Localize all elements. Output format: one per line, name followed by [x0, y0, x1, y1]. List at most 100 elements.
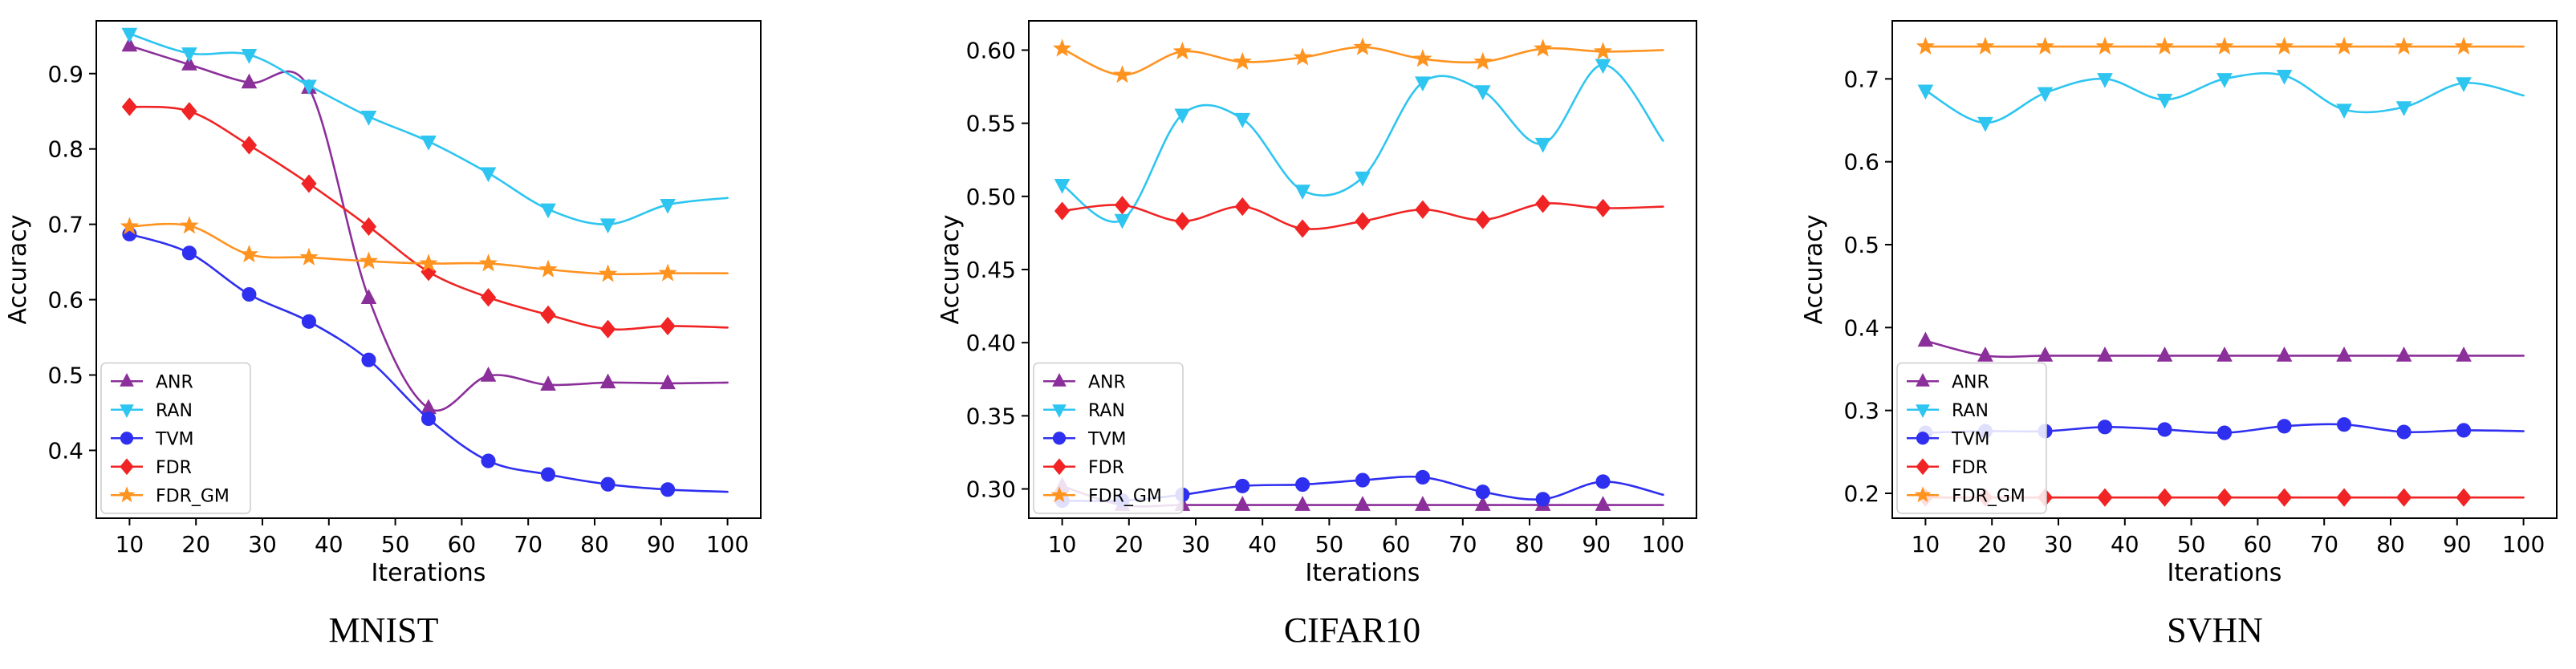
svhn-series-fdr-point: [2336, 488, 2352, 507]
mnist-legend-box: [100, 362, 251, 514]
mnist-series-anr-line: [128, 44, 729, 412]
svhn-series-anr-point: [2037, 347, 2054, 362]
svhn-x-tick-label: 40: [2111, 531, 2139, 558]
mnist-series-tvm-point: [660, 482, 676, 497]
cifar10-series-fdr-gm-point: [1052, 39, 1072, 57]
cifar10-series-fdr-gm-point: [1233, 51, 1252, 70]
cifar10-series-anr-point: [1595, 496, 1611, 511]
cifar10-y-tick-label: 0.35: [966, 403, 1016, 429]
cifar10-series-ran-point: [1355, 171, 1371, 187]
mnist-series-anr-point: [360, 289, 377, 304]
svhn-series-fdr-point: [2395, 488, 2412, 507]
mnist-series-ran-point: [360, 111, 377, 126]
cifar10-series-fdr-point: [1054, 201, 1071, 221]
mnist-legend-anr-label: ANR: [156, 372, 193, 392]
svhn-series-fdr-gm-point: [1976, 36, 1995, 55]
mnist-panel: 10 20 30 40 50 60 70 80 90 100 0.4 0.5 0.6 0.7 0.8 0.9 I…: [4, 20, 762, 650]
svhn-legend-fdr-gm-marker: [1914, 486, 1932, 503]
cifar10-x-tick-label: 40: [1248, 531, 1277, 558]
svhn-series-tvm-point: [2216, 425, 2233, 440]
cifar10-series-tvm-point: [1535, 492, 1550, 507]
mnist-series-tvm-point: [361, 352, 376, 367]
mnist-series-fdr-gm-point: [299, 247, 319, 266]
cifar10-series-anr-point: [1355, 496, 1371, 511]
cifar10-series-fdr-gm-point: [1473, 51, 1493, 70]
svhn-series-tvm-point: [2157, 422, 2172, 437]
cifar10-x-tick-label: 60: [1382, 531, 1411, 558]
mnist-series-ran-point: [121, 27, 138, 43]
svhn-series-anr-point: [2097, 347, 2113, 362]
cifar10-legend-ran-marker: [1052, 404, 1067, 419]
mnist-series-tvm-point: [421, 411, 437, 427]
cifar10-series-fdr-point: [1355, 212, 1371, 231]
svhn-series-anr-point: [2395, 347, 2412, 362]
mnist-x-tick-label: 100: [706, 531, 749, 558]
mnist-series-tvm-point: [242, 286, 257, 302]
mnist-panel-title: MNIST: [329, 610, 439, 650]
mnist-x-tick-label: 70: [514, 531, 542, 558]
mnist-x-axis-label: Iterations: [372, 559, 486, 587]
mnist-series-anr-point: [480, 367, 497, 382]
svhn-series-fdr-gm-point: [2215, 36, 2234, 55]
mnist-x-tick-label: 20: [181, 531, 210, 558]
svhn-x-tick-label: 100: [2502, 531, 2545, 558]
mnist-y-tick-label: 0.5: [47, 363, 83, 389]
mnist-legend-anr-marker: [120, 372, 134, 387]
mnist-series-tvm-point: [181, 245, 197, 261]
cifar10-legend-fdr-gm-label: FDR_GM: [1088, 486, 1162, 506]
svhn-x-tick-label: 30: [2044, 531, 2073, 558]
mnist-legend: ANR RAN TVM FDR FDR_GM: [100, 362, 251, 514]
svhn-legend-tvm-marker: [1916, 432, 1930, 445]
mnist-series-tvm-point: [540, 467, 556, 482]
mnist-y-tick-label: 0.8: [47, 136, 83, 163]
cifar10-x-tick-label: 20: [1115, 531, 1144, 558]
svhn-series-anr-point: [2156, 347, 2173, 362]
svhn-series-ran-point: [2037, 87, 2054, 103]
svhn-legend-box: [1896, 362, 2047, 514]
mnist-series-ran-point: [540, 203, 556, 219]
mnist-series-anr-point: [181, 55, 197, 71]
cifar10-y-tick-label: 0.50: [966, 184, 1016, 210]
cifar10-series-ran-line: [1061, 63, 1664, 223]
cifar10-legend-tvm-label: TVM: [1087, 429, 1126, 449]
svhn-x-tick-label: 50: [2177, 531, 2206, 558]
cifar10-series-fdr-gm-point: [1112, 65, 1132, 83]
mnist-x-tick-label: 30: [248, 531, 277, 558]
cifar10-series-ran-point: [1415, 76, 1431, 92]
cifar10-series-fdr-gm-point: [1593, 42, 1613, 60]
svhn-x-tick-label: 20: [1977, 531, 2006, 558]
mnist-series-fdr-gm-point: [598, 264, 618, 282]
cifar10-series-anr-point: [1415, 496, 1431, 511]
mnist-series-anr-point: [121, 36, 138, 52]
mnist-series-anr-point: [540, 375, 556, 391]
svhn-series-fdr-gm-point: [2274, 36, 2294, 55]
svhn-series-tvm-point: [2456, 423, 2472, 438]
mnist-y-tick-label: 0.7: [47, 212, 83, 238]
cifar10-legend-anr-label: ANR: [1088, 372, 1126, 392]
cifar10-y-tick-label: 0.30: [966, 476, 1016, 503]
mnist-series-tvm-point: [301, 314, 317, 329]
svhn-legend-anr-marker: [1916, 372, 1930, 387]
cifar10-series-fdr-gm-point: [1293, 47, 1312, 66]
cifar10-series-fdr-point: [1294, 219, 1310, 238]
svhn-y-axis-label: Accuracy: [1800, 215, 1828, 325]
cifar10-y-tick-label: 0.55: [966, 111, 1016, 137]
cifar10-series-fdr-point: [1174, 212, 1191, 231]
cifar10-x-tick-label: 10: [1048, 531, 1077, 558]
cifar10-panel-title: CIFAR10: [1284, 610, 1420, 650]
mnist-legend-tvm-label: TVM: [155, 429, 193, 449]
svhn-panel: 10 20 30 40 50 60 70 80 90 100 0.2 0.3 0.4 0.5 0.6 0.7 I…: [1800, 20, 2558, 650]
mnist-series-anr-point: [599, 373, 616, 389]
mnist-series-ran-point: [660, 198, 676, 214]
svhn-legend-ran-label: RAN: [1952, 401, 1989, 421]
svhn-series-ran-point: [2336, 103, 2352, 119]
mnist-series-fdr-point: [540, 305, 556, 324]
cifar10-legend: ANR RAN TVM FDR FDR_GM: [1033, 362, 1184, 514]
cifar10-y-tick-label: 0.40: [966, 330, 1016, 356]
cifar10-series-fdr-gm-line: [1061, 46, 1664, 76]
mnist-x-tick-label: 50: [381, 531, 410, 558]
cifar10-legend-fdr-gm-marker: [1050, 486, 1068, 503]
svhn-series-fdr-gm-point: [2095, 36, 2115, 55]
cifar10-series-fdr-point: [1534, 194, 1551, 213]
mnist-x-tick-label: 60: [448, 531, 477, 558]
